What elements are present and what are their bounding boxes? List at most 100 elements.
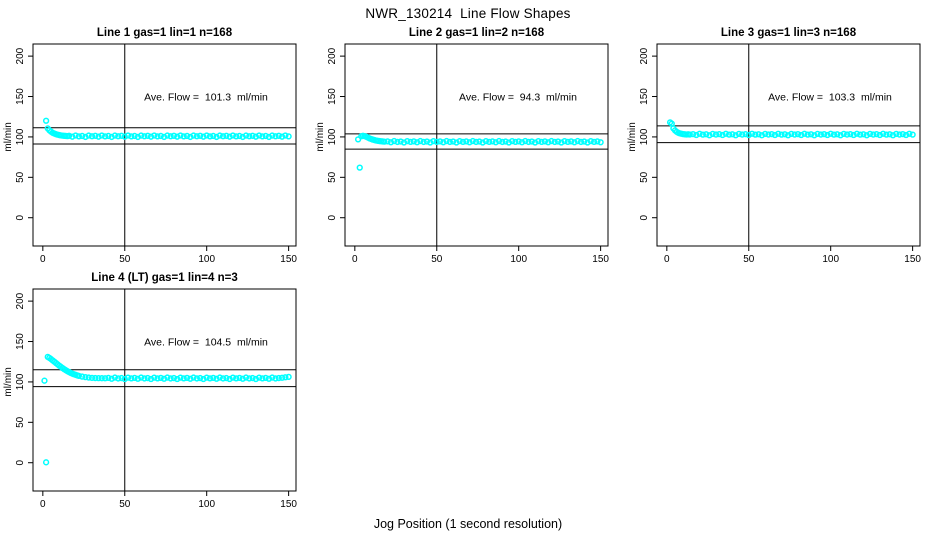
x-tick-label: 100: [198, 499, 215, 510]
data-point: [265, 375, 273, 382]
data-point: [893, 130, 900, 137]
data-point: [463, 138, 470, 145]
data-point: [590, 138, 598, 145]
data-point: [213, 133, 220, 141]
data-point: [210, 374, 217, 382]
data-point: [830, 131, 838, 138]
panel-title: Line 3 gas=1 lin=3 n=168: [721, 27, 857, 39]
x-tick-label: 150: [592, 254, 609, 265]
data-point: [196, 132, 204, 139]
data-point: [118, 132, 125, 139]
data-point: [193, 375, 201, 382]
data-point: [502, 138, 509, 145]
data-point: [226, 133, 233, 140]
data-point: [755, 131, 762, 138]
data-point: [236, 374, 243, 382]
data-point: [85, 374, 92, 381]
data-point: [282, 132, 289, 139]
data-point: [229, 132, 237, 139]
data-point: [558, 139, 565, 146]
data-point: [223, 374, 230, 382]
x-axis-label: Jog Position (1 second resolution): [373, 517, 563, 531]
data-point: [525, 138, 532, 146]
data-point: [732, 132, 739, 139]
data-point: [285, 133, 292, 140]
data-point: [105, 374, 112, 382]
data-point: [397, 138, 404, 145]
panel-line-4: Line 4 (LT) gas=1 lin=4 n=3 0 50 100 150 0 50 1…: [3, 272, 297, 510]
x-tick-label: 0: [664, 254, 670, 265]
data-point: [781, 131, 788, 138]
y-tick-label: 0: [639, 215, 650, 221]
outlier-point: [42, 459, 50, 466]
data-point: [899, 130, 906, 138]
data-point: [712, 131, 720, 138]
data-point: [870, 131, 877, 138]
data-point: [193, 133, 201, 140]
panel-cell-line-4: Line 4 (LT) gas=1 lin=4 n=3 0 50 100 150 0 50 1…: [0, 267, 312, 512]
data-point: [82, 374, 89, 381]
data-point: [778, 131, 785, 138]
data-point: [564, 138, 572, 145]
data-point: [180, 375, 187, 382]
data-point: [203, 374, 210, 381]
data-point: [535, 137, 542, 145]
data-point: [154, 375, 161, 382]
data-point: [154, 133, 161, 140]
data-point: [183, 132, 191, 140]
data-point: [479, 139, 486, 146]
data-point: [742, 130, 749, 138]
data-point: [206, 133, 214, 140]
data-point: [177, 132, 184, 139]
data-point: [735, 130, 743, 137]
data-point: [269, 374, 276, 381]
data-point: [128, 133, 135, 140]
data-point: [79, 132, 86, 140]
data-point: [233, 133, 240, 140]
data-point: [807, 131, 815, 138]
data-point: [748, 130, 756, 137]
data-point: [265, 133, 273, 141]
outlier-point: [356, 164, 363, 171]
data-point: [518, 139, 526, 146]
data-point: [696, 130, 703, 137]
data-point: [761, 130, 769, 137]
data-point: [187, 375, 194, 382]
data-point: [729, 131, 736, 138]
data-point: [548, 137, 555, 145]
data-point: [174, 375, 181, 383]
data-point: [879, 130, 887, 137]
x-tick-label: 50: [119, 499, 131, 510]
data-point: [554, 138, 562, 145]
data-point: [574, 137, 581, 145]
data-point: [886, 131, 893, 138]
data-point: [262, 132, 269, 140]
data-point: [492, 139, 499, 146]
data-point: [124, 374, 132, 381]
x-tick-label: 50: [431, 254, 443, 265]
data-point: [410, 138, 417, 145]
data-point: [413, 139, 421, 146]
y-tick-label: 0: [15, 215, 26, 221]
data-point: [456, 137, 463, 145]
data-point: [88, 133, 96, 140]
data-point: [160, 375, 168, 382]
data-point: [200, 375, 207, 383]
data-point: [567, 138, 575, 145]
y-tick-label: 200: [639, 47, 650, 64]
data-point: [551, 138, 558, 146]
data-point: [157, 132, 164, 140]
data-point: [522, 137, 529, 145]
data-point: [505, 139, 513, 146]
data-point: [252, 133, 260, 140]
data-point: [272, 375, 279, 382]
data-point: [282, 374, 289, 381]
data-point: [453, 139, 460, 146]
data-point: [115, 375, 122, 382]
panel-title: Line 2 gas=1 lin=2 n=168: [409, 27, 545, 39]
plot-box: [656, 43, 921, 247]
y-tick-label: 150: [15, 333, 26, 350]
data-point: [853, 130, 861, 137]
data-point: [745, 131, 752, 139]
